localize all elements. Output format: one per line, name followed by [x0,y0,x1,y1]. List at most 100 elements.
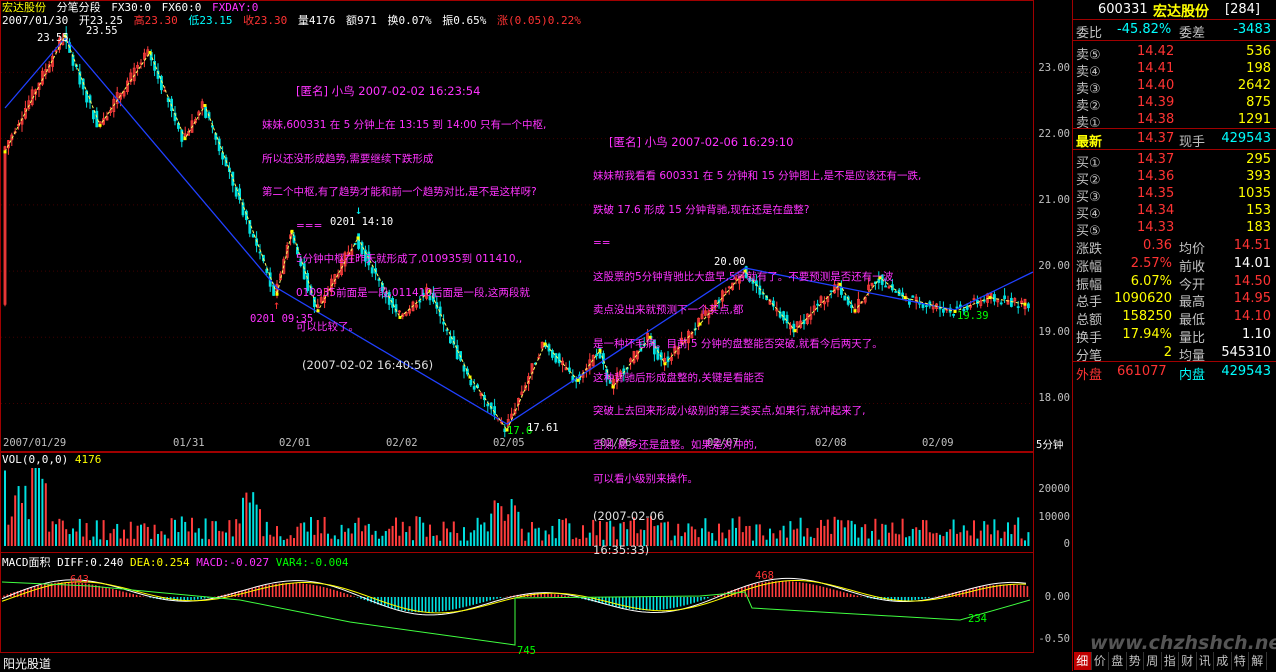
stat-row[interactable]: 涨跌 0.36 均价 14.51 [1073,236,1276,257]
volume-bar [391,525,394,546]
watermark: www.chzhshch.net [1090,632,1276,654]
date-tick: 02/09 [922,437,954,449]
volume-bar [21,502,23,546]
ask-price: 14.40 [1137,78,1175,93]
bi-point [903,296,907,300]
bid-row[interactable]: 买② 14.36 393 [1073,167,1276,188]
bid-row[interactable]: 买① 14.37 295 [1073,150,1276,171]
volume-bar [140,524,142,546]
panel-tab[interactable]: 成 [1214,652,1232,670]
volume-bar [371,534,374,546]
candle-body [867,284,870,291]
candle-body [965,305,969,310]
volume-bar [350,533,353,546]
volume-bar [949,529,952,546]
vol-value: 4176 [74,453,102,466]
chart-mode[interactable]: 分笔分段 [56,1,101,14]
volume-bar [653,526,656,546]
volume-bar [520,528,523,546]
volume-bar [857,537,860,546]
volume-bar [568,523,571,546]
bid-row[interactable]: 买③ 14.35 1035 [1073,184,1276,205]
volume-bar [996,530,999,546]
date-tick: 02/01 [279,437,311,449]
bi-point [793,329,797,333]
bid-row[interactable]: 买④ 14.34 153 [1073,201,1276,222]
ask-row[interactable]: 卖⑤ 14.42 536 [1073,42,1276,63]
stat-value: 17.94% [1122,327,1172,342]
panel-tab[interactable]: 特 [1232,652,1249,670]
candle-body [833,284,836,294]
volume-bar [480,524,482,546]
candle-body [510,413,514,419]
volume-bar [990,534,992,546]
volume-bar [197,528,200,546]
ask-row[interactable]: 卖② 14.39 875 [1073,93,1276,114]
panel-tab[interactable]: 周 [1144,652,1162,670]
volume-bar [510,499,513,546]
panel-tab[interactable]: 势 [1127,652,1144,670]
volume-bar [449,532,452,546]
volume-bar [935,532,938,546]
bid-row[interactable]: 买⑤ 14.33 183 [1073,218,1276,239]
volume-bar [772,533,775,546]
macd-series [1,577,1031,646]
candle-body [942,308,945,313]
note-2-line: 突破上去回来形成小级别的第三类买点,如果行,就冲起来了, [593,405,866,418]
volume-bar [605,521,608,546]
volume-bar [758,524,761,546]
stat-row[interactable]: 分笔 2 均量 545310 [1073,343,1276,364]
candle-body [285,244,289,258]
volume-bar [24,485,27,546]
candle-body [357,233,361,249]
bid-price: 14.34 [1137,203,1175,218]
candle-body [183,133,187,138]
stat-row[interactable]: 总手 1090620 最高 14.95 [1073,289,1276,310]
candle-body [387,292,391,305]
volume-bar [306,531,309,546]
bi-point [468,375,472,379]
panel-tab[interactable]: 盘 [1109,652,1127,670]
period-label[interactable]: 5分钟 [1036,439,1064,451]
panel-tab[interactable]: 指 [1162,652,1179,670]
bid-vol: 295 [1246,152,1271,167]
panel-tab[interactable]: 价 [1092,652,1109,670]
candle-body [748,278,751,282]
panel-tab[interactable]: 细 [1074,652,1092,670]
volume-bar [211,521,214,546]
panel-tab[interactable]: 讯 [1197,652,1214,670]
bar-amount: 额971 [345,14,377,27]
panel-tab[interactable]: 解 [1249,652,1267,670]
volume-bar [650,516,652,546]
stat-row[interactable]: 振幅 6.07% 今开 14.50 [1073,272,1276,293]
stat-value: 1090620 [1114,291,1172,307]
bid-vol: 153 [1246,203,1271,218]
bid-vol: 393 [1246,169,1271,184]
note-1-line: === [296,219,323,232]
volume-bar [537,527,540,546]
candle-body [962,308,966,312]
volume-bar [850,520,853,546]
volume-bar [667,521,669,546]
volume-bar [395,517,397,546]
bi-point [183,137,187,141]
candle-body [955,306,959,309]
candle-body [105,116,109,121]
volume-bar [255,504,258,546]
ask-vol: 1291 [1237,112,1271,127]
ask-row[interactable]: 卖① 14.38 1291 [1073,110,1276,131]
candle-body [95,110,99,128]
stat-row[interactable]: 涨幅 2.57% 前收 14.01 [1073,254,1276,275]
volume-bar [272,536,275,546]
stat-row[interactable]: 总额 158250 最低 14.10 [1073,307,1276,328]
panel-tab[interactable]: 财 [1179,652,1197,670]
ask-row[interactable]: 卖③ 14.40 2642 [1073,76,1276,97]
ask-label: 卖② [1076,99,1101,114]
hand-value: 429543 [1221,131,1271,146]
volume-bar [602,539,605,546]
volume-bar [826,519,829,546]
arrow-down-icon: ↓ [355,203,363,217]
volume-bar [925,520,928,546]
ask-row[interactable]: 卖④ 14.41 198 [1073,59,1276,80]
stat-row[interactable]: 换手 17.94% 量比 1.10 [1073,325,1276,346]
